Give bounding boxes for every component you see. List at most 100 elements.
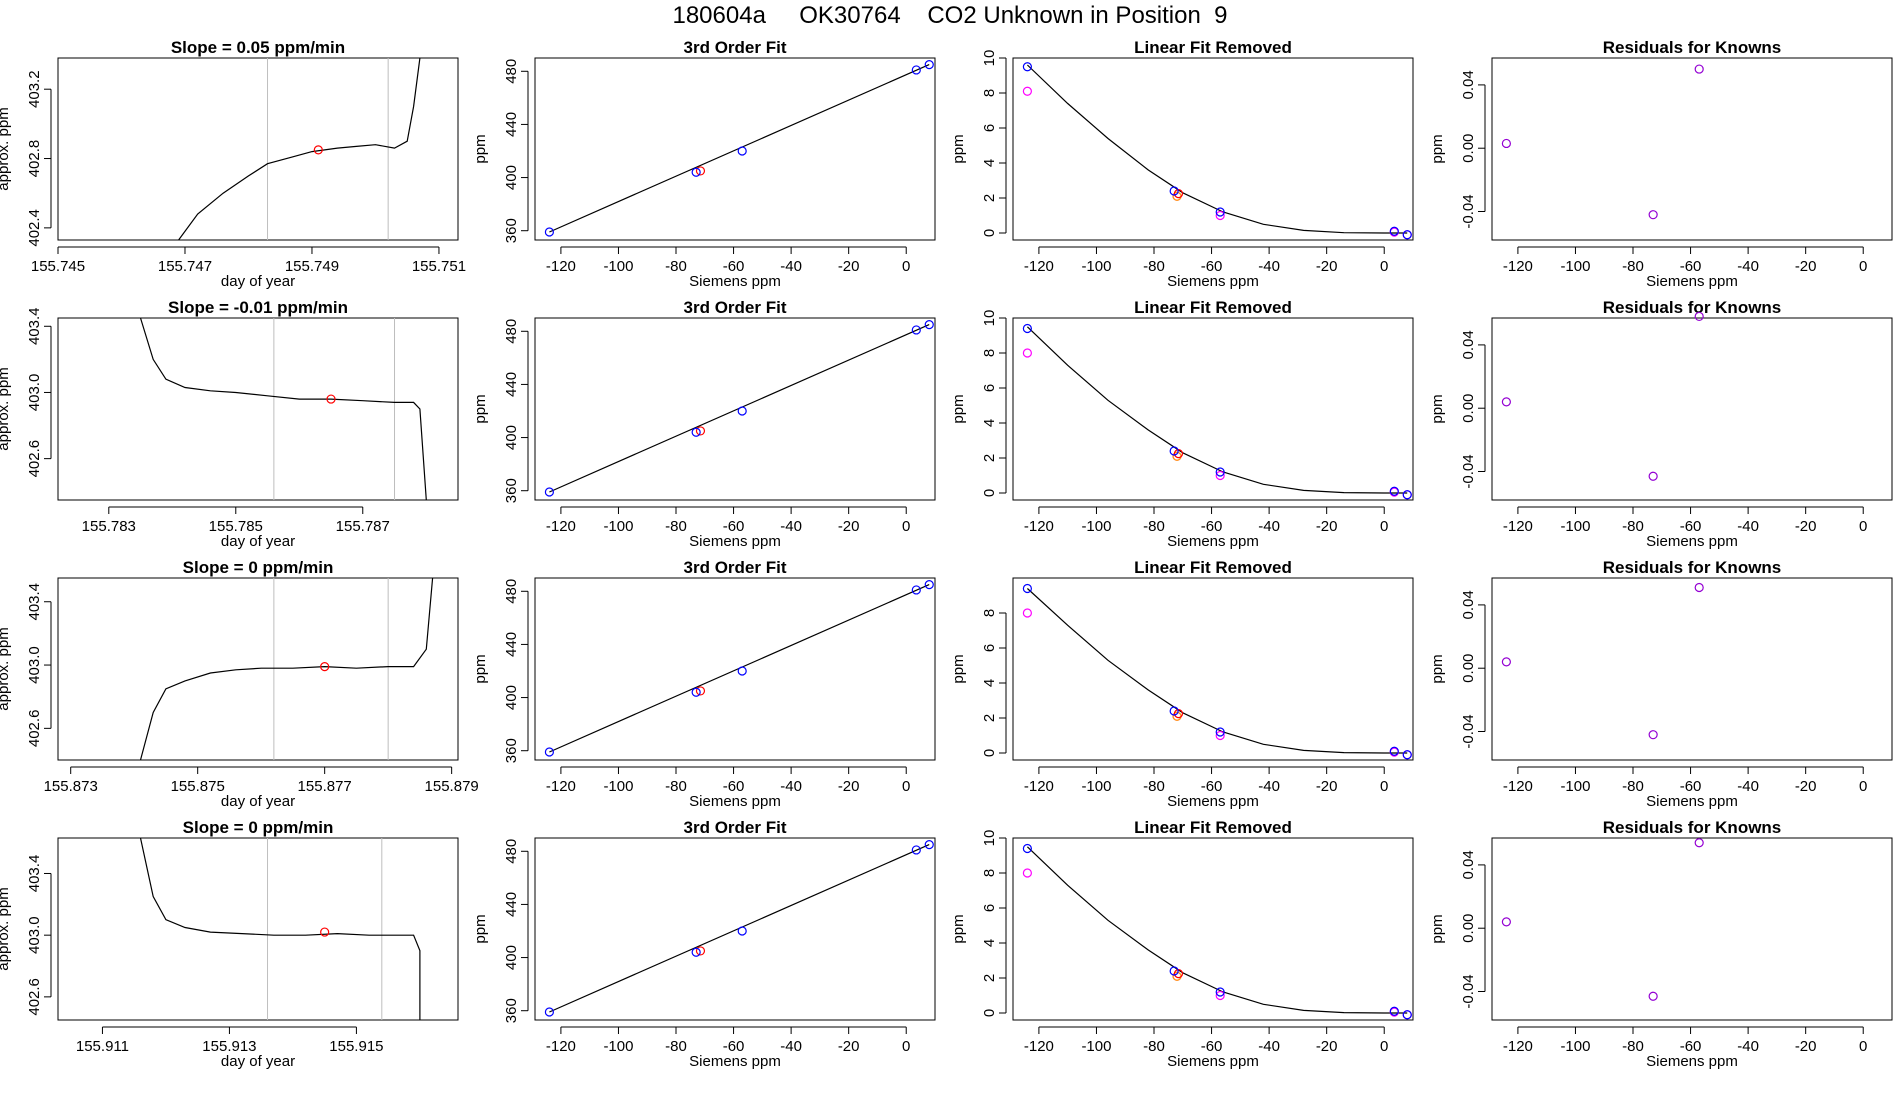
chart-4-point-blue [544, 227, 554, 237]
chart-14-x-tick-label: -80 [1622, 778, 1644, 795]
chart-4-x-tick-label: -100 [603, 258, 633, 275]
chart-4-y-tick-label: 360 [503, 218, 520, 243]
chart-7-x-tick-label: -40 [780, 1038, 802, 1055]
chart-11-x-tick-label: -40 [1258, 1038, 1280, 1055]
chart-11-x-tick-label: -60 [1201, 1038, 1223, 1055]
chart-5-y-tick-label: 440 [503, 372, 520, 397]
chart-5-y-tick-label: 400 [503, 425, 520, 450]
chart-6-x-tick-label: -120 [546, 778, 576, 795]
chart-1-y-tick-label: 403.4 [26, 307, 43, 345]
chart-8-point-blue [1389, 226, 1399, 236]
chart-6-point-blue [911, 585, 921, 595]
chart-4-y-tick-label: 400 [503, 165, 520, 190]
chart-11-fit-curve [1026, 846, 1408, 1014]
chart-7-y-tick-label: 440 [503, 892, 520, 917]
chart-10-x-tick-label: -80 [1143, 778, 1165, 795]
chart-0-xlabel: day of year [221, 273, 295, 290]
chart-10-point-blue [1022, 583, 1032, 594]
chart-1-title: Slope = -0.01 ppm/min [168, 298, 348, 317]
chart-0-y-tick-label: 402.8 [26, 140, 43, 178]
chart-8-point-blue [1402, 230, 1412, 240]
chart-5-ylabel: ppm [472, 394, 489, 423]
chart-15-title: Residuals for Knowns [1603, 818, 1782, 837]
chart-8-point-magenta [1215, 210, 1225, 221]
chart-15-y-tick-label: 0.04 [1460, 850, 1477, 879]
chart-11-point-magenta [1022, 868, 1032, 878]
chart-8-xlabel: Siemens ppm [1167, 273, 1259, 290]
chart-15-y-tick-label: -0.04 [1460, 974, 1477, 1008]
chart-6-x-tick-label: -20 [838, 778, 860, 795]
chart-11-point-blue [1215, 987, 1225, 997]
chart-11-point-blue [1389, 1006, 1399, 1016]
chart-4-point-blue [691, 167, 701, 177]
chart-9-x-tick-label: -100 [1081, 518, 1111, 535]
chart-6-xlabel: Siemens ppm [689, 793, 781, 810]
chart-7-y-tick-label: 360 [503, 998, 520, 1023]
chart-7-point-blue [924, 840, 934, 850]
chart-3-y-tick-label: 403.4 [26, 855, 43, 893]
chart-14-x-tick-label: -120 [1503, 778, 1533, 795]
chart-4-xlabel: Siemens ppm [689, 273, 781, 290]
chart-12-title: Residuals for Knowns [1603, 38, 1782, 57]
chart-8-point-magenta [1022, 86, 1032, 96]
chart-1-series-line [139, 318, 427, 500]
chart-13-x-tick-label: -20 [1795, 518, 1817, 535]
chart-9-y-tick-label: 10 [981, 310, 998, 327]
chart-3-title: Slope = 0 ppm/min [183, 818, 334, 837]
chart-6-y-tick-label: 440 [503, 632, 520, 657]
chart-9-ylabel: ppm [950, 394, 967, 423]
chart-14-frame [1491, 577, 1893, 761]
chart-6-point-blue [924, 580, 934, 590]
chart-2-mean-marker [320, 662, 330, 672]
chart-10-frame [1012, 577, 1414, 761]
chart-5-point-blue [924, 320, 934, 330]
chart-3-xlabel: day of year [221, 1053, 295, 1070]
chart-12-y-tick-label: 0.00 [1460, 134, 1477, 163]
chart-7-x-tick-label: -60 [723, 1038, 745, 1055]
chart-7-point-blue [691, 947, 701, 957]
chart-11-point-magenta [1215, 990, 1225, 1001]
chart-1-xlabel: day of year [221, 533, 295, 550]
chart-4-x-tick-label: -20 [838, 258, 860, 275]
chart-8-x-tick-label: -20 [1316, 258, 1338, 275]
chart-13-frame [1491, 317, 1893, 501]
chart-9-y-tick-label: 6 [981, 384, 998, 392]
chart-12-point-purple [1648, 210, 1658, 220]
chart-10-point-blue [1389, 746, 1399, 756]
chart-0-y-tick-label: 402.4 [26, 209, 43, 247]
chart-9-point-blue [1402, 490, 1412, 500]
chart-12-x-tick-label: -100 [1560, 258, 1590, 275]
chart-0-mean-marker [313, 145, 323, 155]
chart-1-mean-marker [326, 394, 336, 404]
chart-15-x-tick-label: -100 [1560, 1038, 1590, 1055]
chart-8-x-tick-label: -100 [1081, 258, 1111, 275]
chart-12-frame [1491, 57, 1893, 241]
chart-2-series-line [139, 578, 434, 760]
chart-3-series-line [139, 838, 421, 1020]
chart-6-ylabel: ppm [472, 654, 489, 683]
chart-11-xlabel: Siemens ppm [1167, 1053, 1259, 1070]
chart-8-point-blue [1169, 186, 1179, 196]
chart-6-title: 3rd Order Fit [684, 558, 787, 577]
chart-14-y-tick-label: 0.04 [1460, 590, 1477, 619]
chart-0-title: Slope = 0.05 ppm/min [171, 38, 345, 57]
chart-14-x-tick-label: -100 [1560, 778, 1590, 795]
chart-12-y-tick-label: 0.04 [1460, 70, 1477, 99]
chart-13-x-tick-label: -40 [1737, 518, 1759, 535]
chart-9-x-tick-label: -20 [1316, 518, 1338, 535]
chart-12-ylabel: ppm [1429, 134, 1446, 163]
chart-11-y-tick-label: 2 [981, 974, 998, 982]
chart-4-x-tick-label: -60 [723, 258, 745, 275]
chart-6-y-tick-label: 360 [503, 738, 520, 763]
chart-6-y-tick-label: 480 [503, 579, 520, 604]
chart-0-x-tick-label: 155.745 [31, 258, 85, 275]
chart-2-x-tick-label: 155.879 [425, 778, 479, 795]
chart-13-x-tick-label: -120 [1503, 518, 1533, 535]
chart-10-x-tick-label: -40 [1258, 778, 1280, 795]
chart-10-x-tick-label: -60 [1201, 778, 1223, 795]
chart-0-ylabel: approx. ppm [0, 107, 12, 190]
chart-6-x-tick-label: -100 [603, 778, 633, 795]
chart-3-ylabel: approx. ppm [0, 887, 12, 970]
chart-14-x-tick-label: -40 [1737, 778, 1759, 795]
